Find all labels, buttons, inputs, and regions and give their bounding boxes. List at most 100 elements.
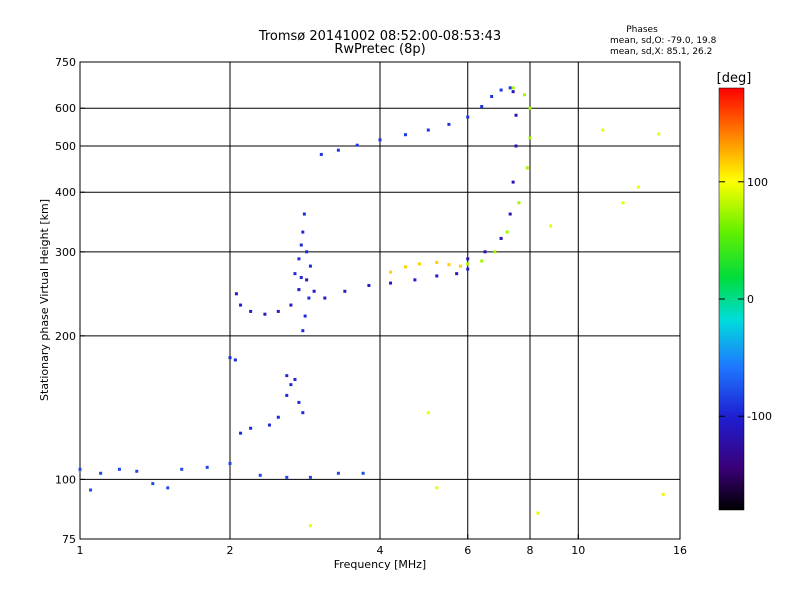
data-point bbox=[263, 312, 267, 316]
data-point bbox=[511, 180, 515, 184]
data-point bbox=[426, 128, 430, 132]
data-point bbox=[302, 212, 306, 216]
data-point bbox=[297, 257, 301, 261]
data-point bbox=[466, 115, 470, 119]
data-point bbox=[239, 431, 243, 435]
colorbar-tick-label: -100 bbox=[747, 410, 772, 423]
data-point bbox=[389, 270, 393, 274]
data-point bbox=[508, 86, 512, 90]
colorbar-ticks: 100 0 -100 bbox=[719, 176, 772, 423]
data-point bbox=[297, 288, 301, 292]
chart-title: Tromsø 20141002 08:52:00-08:53:43 bbox=[258, 29, 501, 44]
data-point bbox=[511, 86, 515, 90]
data-point bbox=[301, 329, 305, 333]
data-point bbox=[389, 281, 393, 285]
data-point bbox=[466, 257, 470, 261]
data-point bbox=[403, 265, 407, 269]
data-point bbox=[517, 201, 521, 205]
data-point bbox=[151, 482, 155, 486]
y-tick-label: 400 bbox=[55, 186, 76, 199]
colorbar-tick-label: 0 bbox=[747, 293, 754, 306]
data-point bbox=[308, 524, 312, 528]
data-point bbox=[378, 138, 382, 142]
data-point bbox=[435, 260, 439, 264]
data-point bbox=[249, 426, 253, 430]
data-point bbox=[293, 272, 297, 276]
data-point bbox=[426, 411, 430, 415]
data-point bbox=[601, 128, 605, 132]
data-point bbox=[285, 374, 289, 378]
x-tick-label: 8 bbox=[527, 544, 534, 557]
stats-header: Phases bbox=[626, 25, 658, 35]
data-point bbox=[267, 423, 271, 427]
y-tick-label: 200 bbox=[55, 330, 76, 343]
gridlines bbox=[80, 62, 680, 539]
data-point bbox=[367, 283, 371, 287]
data-point bbox=[299, 276, 303, 280]
data-point bbox=[239, 303, 243, 307]
chart-subtitle: RwPretec (8p) bbox=[334, 42, 425, 57]
data-point bbox=[466, 262, 470, 266]
data-point bbox=[117, 467, 121, 471]
data-point bbox=[293, 377, 297, 381]
data-point bbox=[249, 309, 253, 313]
x-tick-label: 1 bbox=[77, 544, 84, 557]
data-point bbox=[657, 132, 661, 136]
data-point bbox=[403, 133, 407, 137]
data-point bbox=[523, 93, 527, 97]
data-point bbox=[447, 263, 451, 267]
data-point bbox=[661, 492, 665, 496]
colorbar-label: [deg] bbox=[717, 71, 752, 86]
data-point bbox=[323, 296, 327, 300]
data-points bbox=[78, 86, 665, 528]
y-tick-label: 300 bbox=[55, 246, 76, 259]
data-point bbox=[289, 303, 293, 307]
data-point bbox=[303, 314, 307, 318]
data-point bbox=[511, 90, 515, 94]
data-point bbox=[499, 236, 503, 240]
data-point bbox=[308, 475, 312, 479]
data-point bbox=[447, 122, 451, 126]
x-tick-label: 4 bbox=[377, 544, 384, 557]
data-point bbox=[258, 473, 262, 477]
stats-line-o: mean, sd,O: -79.0, 19.8 bbox=[610, 36, 717, 46]
data-point bbox=[205, 465, 209, 469]
data-point bbox=[636, 185, 640, 189]
data-point bbox=[505, 230, 509, 234]
data-point bbox=[228, 461, 232, 465]
data-point bbox=[480, 259, 484, 263]
y-tick-label: 600 bbox=[55, 102, 76, 115]
data-point bbox=[417, 262, 421, 266]
data-point bbox=[228, 356, 232, 360]
data-point bbox=[528, 106, 532, 110]
data-point bbox=[285, 393, 289, 397]
data-point bbox=[312, 289, 316, 293]
data-point bbox=[276, 415, 280, 419]
data-point bbox=[307, 296, 311, 300]
y-tick-label: 500 bbox=[55, 140, 76, 153]
data-point bbox=[549, 224, 553, 228]
plot-area: 1 2 4 6 8 10 16 75 100 200 300 400 500 600 750 bbox=[55, 56, 687, 557]
x-tick-label: 16 bbox=[673, 544, 687, 557]
x-axis-label: Frequency [MHz] bbox=[334, 558, 426, 571]
data-point bbox=[508, 212, 512, 216]
data-point bbox=[355, 143, 359, 147]
data-point bbox=[493, 250, 497, 254]
data-point bbox=[336, 471, 340, 475]
data-point bbox=[319, 152, 323, 156]
data-point bbox=[361, 471, 365, 475]
data-point bbox=[89, 488, 93, 492]
x-tick-label: 6 bbox=[464, 544, 471, 557]
data-point bbox=[514, 113, 518, 117]
data-point bbox=[297, 400, 301, 404]
data-point bbox=[455, 272, 459, 276]
colorbar-tick-label: 100 bbox=[747, 176, 768, 189]
data-point bbox=[308, 264, 312, 268]
data-point bbox=[289, 383, 293, 387]
colorbar: [deg] 100 0 -100 bbox=[717, 71, 772, 511]
data-point bbox=[413, 278, 417, 282]
x-tick-label: 10 bbox=[571, 544, 585, 557]
y-tick-label: 750 bbox=[55, 56, 76, 69]
data-point bbox=[621, 201, 625, 205]
